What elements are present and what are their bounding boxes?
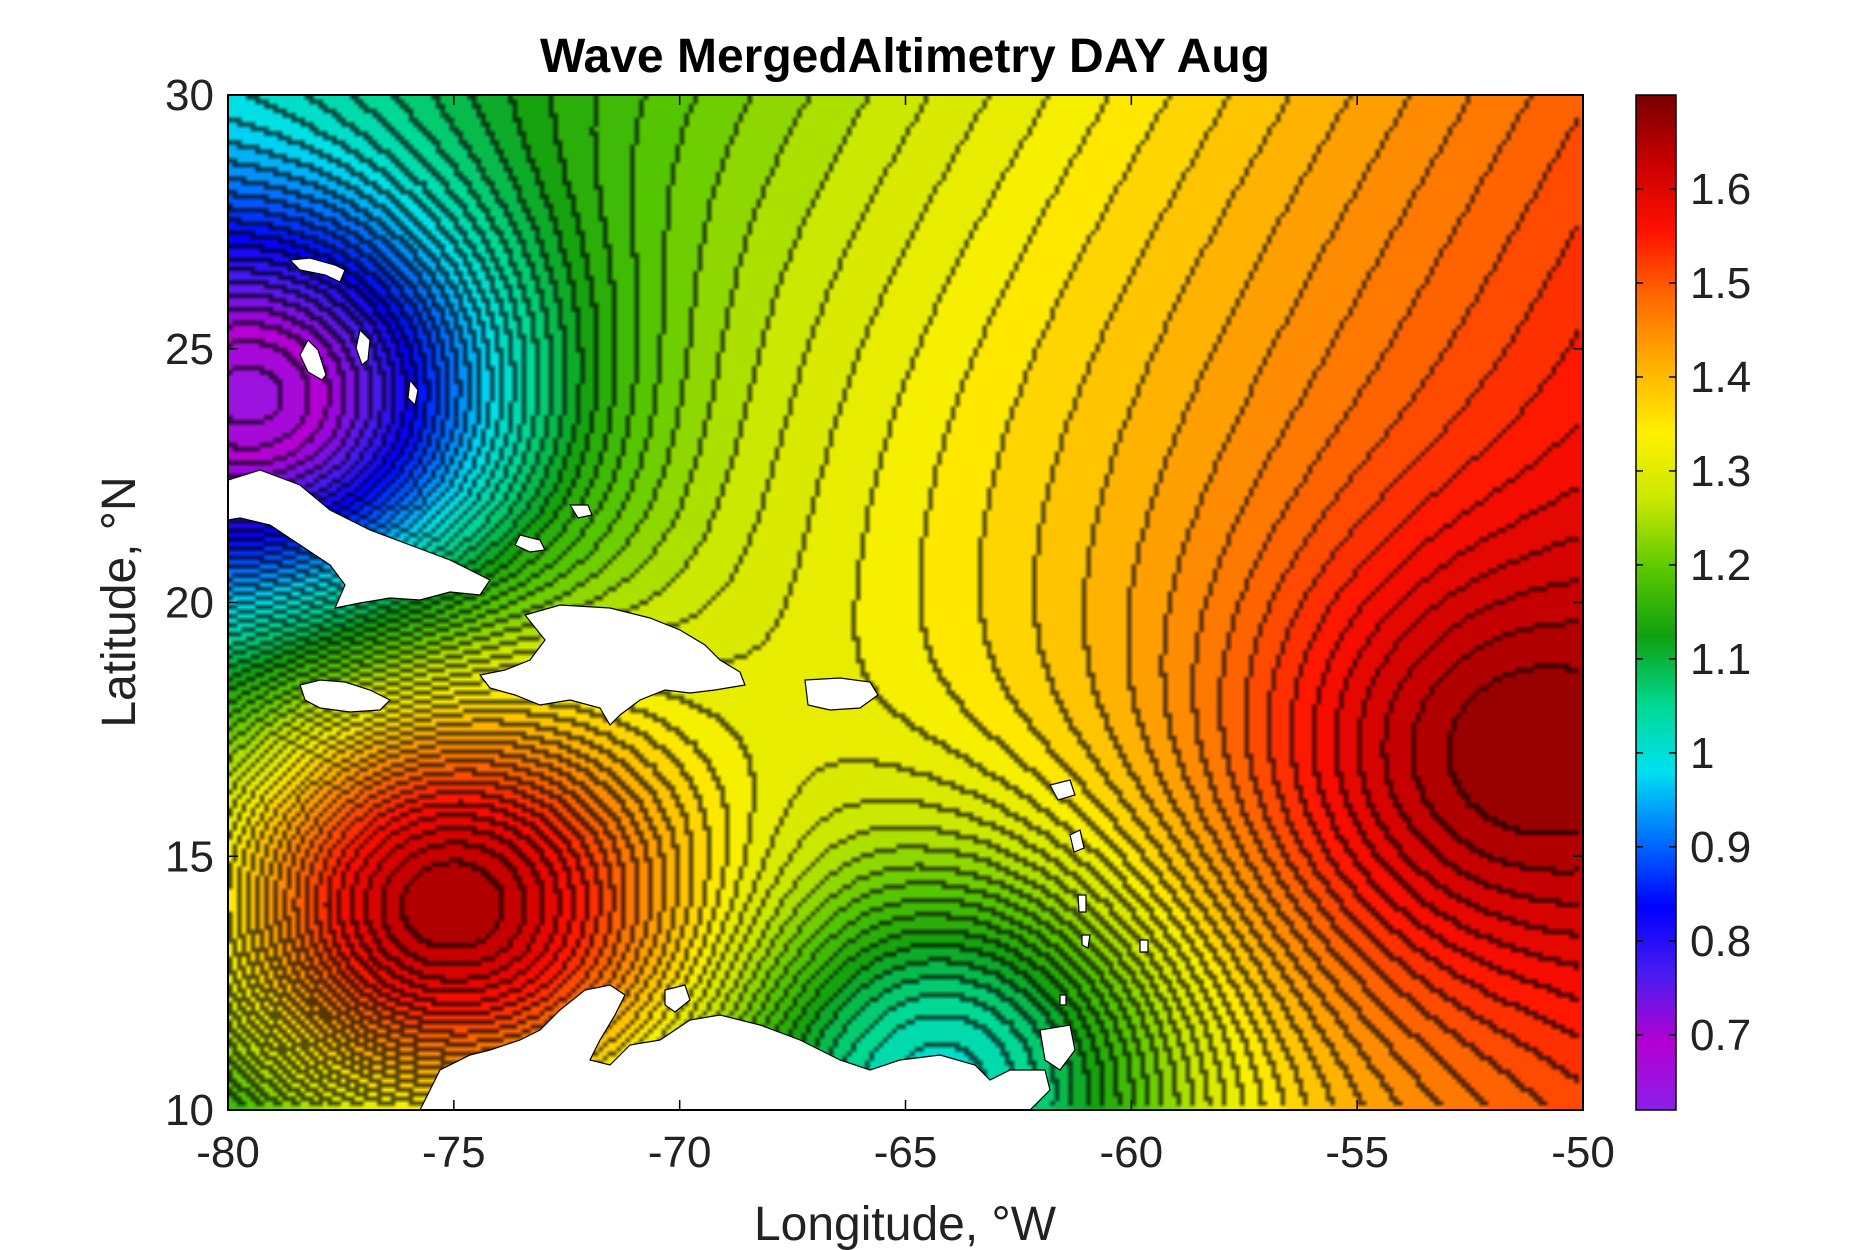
colorbar-tick-label: 1.5 — [1690, 259, 1751, 308]
y-tick-label: 15 — [165, 832, 214, 881]
wave-height-field — [228, 95, 1583, 1110]
y-tick-label: 10 — [165, 1086, 214, 1135]
colorbar-tick-label: 1 — [1690, 729, 1714, 778]
land-south-america — [419, 984, 1051, 1110]
x-tick-label: -70 — [648, 1128, 712, 1177]
x-tick-label: -75 — [422, 1128, 486, 1177]
y-axis: 10 15 20 25 30 — [165, 71, 1583, 1135]
x-axis-label: Longitude, °W — [754, 1198, 1057, 1250]
colorbar: 0.7 0.8 0.9 1 1.1 1.2 1.3 1.4 1.5 1.6 — [1635, 94, 1751, 1111]
land-cuba — [228, 469, 491, 609]
x-tick-label: -60 — [1100, 1128, 1164, 1177]
y-tick-label: 30 — [165, 71, 214, 120]
plot-area — [227, 94, 1584, 1111]
land-st-lucia — [1081, 934, 1091, 949]
land-bahamas-eleuthera — [355, 328, 371, 367]
colorbar-ticks: 0.7 0.8 0.9 1 1.1 1.2 1.3 1.4 1.5 1.6 — [1636, 165, 1751, 1060]
colorbar-tick-label: 0.9 — [1690, 823, 1751, 872]
land-hispaniola — [478, 604, 746, 726]
colorbar-tick-label: 1.1 — [1690, 635, 1751, 684]
land-inagua — [568, 504, 593, 519]
land-trinidad — [1039, 1024, 1076, 1071]
colorbar-tick-label: 1.3 — [1690, 447, 1751, 496]
y-tick-label: 20 — [165, 579, 214, 628]
land-masses — [228, 257, 1149, 1110]
y-axis-label: Latitude, °N — [93, 476, 146, 727]
land-barbados — [1139, 939, 1149, 953]
land-curacao — [664, 984, 691, 1013]
land-dominica — [1077, 894, 1087, 913]
colorbar-tick-label: 0.8 — [1690, 917, 1751, 966]
land-jamaica — [299, 679, 392, 713]
colorbar-tick-label: 1.4 — [1690, 353, 1751, 402]
colorbar-tick-label: 0.7 — [1690, 1011, 1751, 1060]
land-martinique — [1069, 829, 1085, 853]
chart-title: Wave MergedAltimetry DAY Aug — [540, 30, 1270, 83]
x-tick-label: -65 — [874, 1128, 938, 1177]
y-tick-label: 25 — [165, 325, 214, 374]
land-turks — [514, 534, 546, 553]
land-bahamas-andros — [299, 339, 327, 381]
land-bahamas-cat — [407, 378, 419, 407]
x-axis: -80 -75 -70 -65 -60 -55 -50 — [196, 95, 1615, 1177]
x-tick-label: -55 — [1325, 1128, 1389, 1177]
colorbar-tick-label: 1.2 — [1690, 541, 1751, 590]
land-puerto-rico — [804, 677, 879, 711]
land-guadeloupe — [1049, 779, 1076, 801]
land-bahamas-abaco — [288, 257, 346, 283]
x-tick-label: -50 — [1551, 1128, 1615, 1177]
colorbar-tick-label: 1.6 — [1690, 165, 1751, 214]
colorbar-gradient — [1635, 94, 1677, 1111]
land-grenada — [1059, 994, 1067, 1006]
x-tick-label: -80 — [196, 1128, 260, 1177]
